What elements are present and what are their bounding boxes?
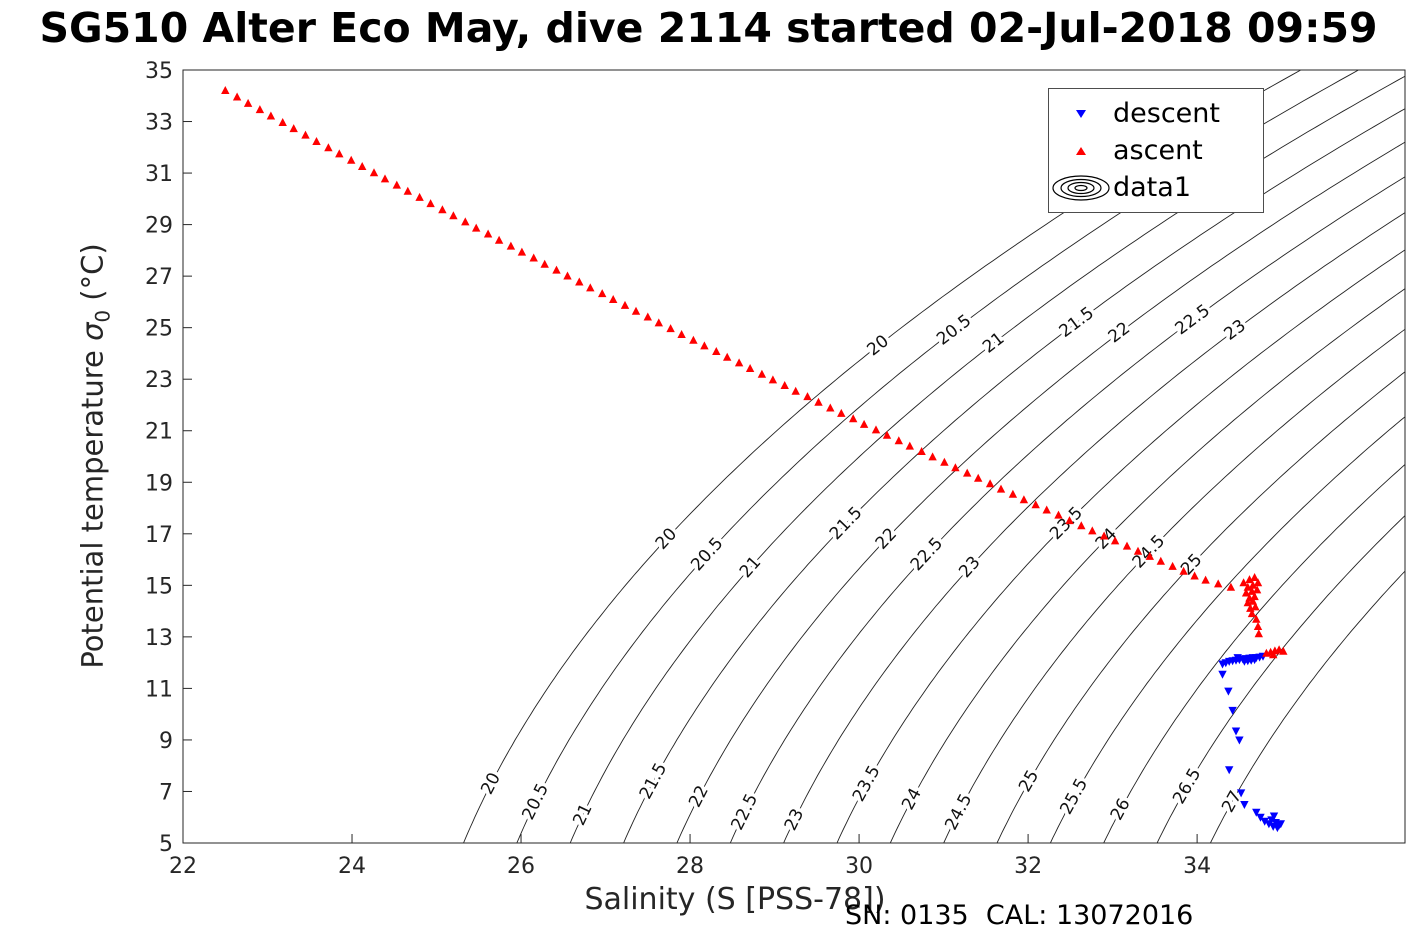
svg-text:22.5: 22.5 xyxy=(727,791,762,834)
svg-text:26: 26 xyxy=(507,854,535,879)
svg-text:26: 26 xyxy=(1107,795,1135,824)
svg-text:21: 21 xyxy=(979,329,1008,358)
svg-text:23: 23 xyxy=(955,553,984,582)
legend-label-ascent: ascent xyxy=(1113,135,1203,166)
svg-text:28: 28 xyxy=(676,854,704,879)
svg-text:19: 19 xyxy=(145,471,173,496)
contour-lines xyxy=(463,70,1405,843)
svg-text:25: 25 xyxy=(145,317,173,342)
legend-label-data1: data1 xyxy=(1113,172,1191,203)
svg-text:20: 20 xyxy=(652,524,681,553)
triangle-down-icon xyxy=(1049,105,1113,123)
svg-text:24: 24 xyxy=(338,854,366,879)
tick-marks xyxy=(182,69,1198,844)
series-descent xyxy=(1218,652,1285,833)
svg-text:24: 24 xyxy=(898,785,926,813)
legend: descent ascent data1 xyxy=(1048,88,1264,213)
y-tick-labels: 5 7 9 11 13 15 17 19 21 23 25 27 29 31 33 35 xyxy=(145,59,173,857)
axes-box xyxy=(182,69,1406,844)
svg-text:21.5: 21.5 xyxy=(1056,303,1098,342)
svg-text:24.5: 24.5 xyxy=(941,791,976,834)
legend-label-descent: descent xyxy=(1113,98,1220,129)
svg-text:26.5: 26.5 xyxy=(1169,765,1205,808)
y-axis-unit: (°C) xyxy=(75,243,110,310)
svg-text:11: 11 xyxy=(145,677,173,702)
svg-text:35: 35 xyxy=(145,59,173,84)
svg-text:23: 23 xyxy=(781,806,808,834)
legend-item-ascent: ascent xyxy=(1049,132,1255,169)
svg-text:29: 29 xyxy=(145,214,173,239)
svg-text:22: 22 xyxy=(685,782,713,810)
x-tick-labels: 22 24 26 28 30 32 34 xyxy=(169,854,1211,879)
serial-calibration-note: SN: 0135 CAL: 13072016 xyxy=(845,900,1194,931)
svg-text:25.5: 25.5 xyxy=(1056,775,1092,818)
svg-text:22: 22 xyxy=(169,854,197,879)
svg-text:23: 23 xyxy=(1220,316,1249,345)
svg-text:33: 33 xyxy=(145,111,173,136)
svg-text:21.5: 21.5 xyxy=(636,760,671,803)
legend-item-data1: data1 xyxy=(1049,169,1255,206)
sigma-symbol: σ xyxy=(75,322,110,341)
triangle-up-icon xyxy=(1049,142,1113,160)
svg-text:20.5: 20.5 xyxy=(687,534,727,575)
svg-text:31: 31 xyxy=(145,162,173,187)
svg-text:20: 20 xyxy=(477,770,505,798)
svg-text:25: 25 xyxy=(1015,767,1043,796)
y-axis-label-text: Potential temperature xyxy=(75,340,110,669)
svg-text:27: 27 xyxy=(145,265,173,290)
svg-text:15: 15 xyxy=(145,574,173,599)
svg-text:20: 20 xyxy=(864,331,893,360)
y-axis-label: Potential temperature σ0 (°C) xyxy=(76,243,115,668)
svg-text:32: 32 xyxy=(1014,854,1042,879)
svg-text:30: 30 xyxy=(845,854,873,879)
x-axis-label: Salinity (S [PSS-78]) xyxy=(584,882,886,917)
chart-title: SG510 Alter Eco May, dive 2114 started 0… xyxy=(39,4,1378,52)
svg-text:21: 21 xyxy=(736,553,765,582)
svg-text:20.5: 20.5 xyxy=(518,780,553,823)
svg-text:23.5: 23.5 xyxy=(849,762,885,805)
svg-text:20.5: 20.5 xyxy=(933,311,975,350)
contour-rings-icon xyxy=(1049,173,1113,203)
svg-text:23: 23 xyxy=(145,368,173,393)
svg-text:9: 9 xyxy=(159,729,173,754)
legend-item-descent: descent xyxy=(1049,95,1255,132)
svg-text:21: 21 xyxy=(569,801,596,829)
series-ascent xyxy=(221,86,1288,659)
svg-text:22.5: 22.5 xyxy=(1172,301,1214,340)
svg-text:13: 13 xyxy=(145,626,173,651)
svg-text:34: 34 xyxy=(1183,854,1211,879)
sigma-subscript: 0 xyxy=(91,309,115,323)
svg-text:5: 5 xyxy=(159,832,173,857)
svg-text:17: 17 xyxy=(145,523,173,548)
svg-text:7: 7 xyxy=(159,780,173,805)
svg-text:21: 21 xyxy=(145,420,173,445)
svg-text:22: 22 xyxy=(1105,318,1134,347)
